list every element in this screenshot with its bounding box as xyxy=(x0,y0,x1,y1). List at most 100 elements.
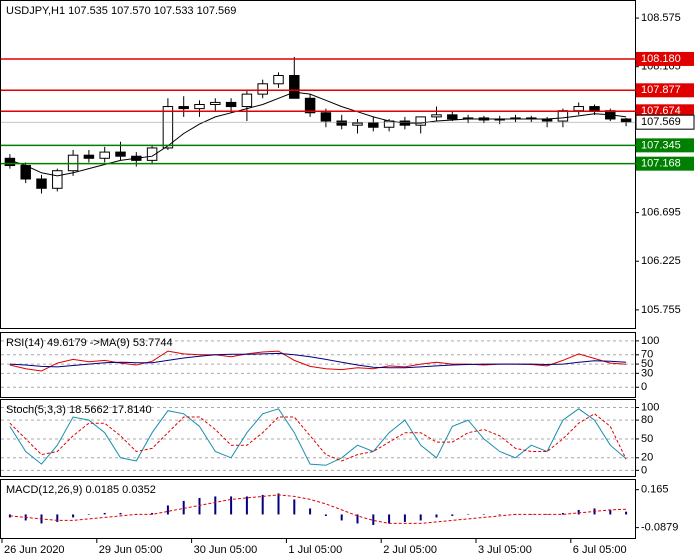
level-label: 108.180 xyxy=(641,53,681,65)
candle-body xyxy=(352,122,363,126)
macd-bar xyxy=(625,511,628,515)
candle-body xyxy=(620,118,632,123)
y-tick-label: 70 xyxy=(641,349,653,361)
candle-body xyxy=(146,147,158,161)
candle-body xyxy=(115,151,126,157)
y-tick-label: 0 xyxy=(641,464,647,476)
macd-bar xyxy=(277,493,280,515)
macd-bar xyxy=(230,496,233,515)
macd-bar xyxy=(87,514,90,515)
level-label-box xyxy=(636,51,694,66)
y-tick-label: 100 xyxy=(641,335,659,347)
y-tick-label: 0 xyxy=(641,381,647,393)
y-tick-label: 0.165 xyxy=(641,484,669,496)
last-price-box xyxy=(635,114,695,130)
level-label-box xyxy=(636,138,694,153)
candle-body xyxy=(415,116,426,126)
macd-bar xyxy=(419,514,422,521)
y-tick-label: 50 xyxy=(641,358,653,370)
x-tick-label: 2 Jul 05:00 xyxy=(383,544,437,556)
level-label-box xyxy=(636,156,694,171)
candle-body xyxy=(225,101,237,108)
candle-body xyxy=(431,114,442,118)
y-tick-label: 30 xyxy=(641,367,653,379)
panel-title: USDJPY,H1 107.535 107.570 107.533 107.56… xyxy=(6,5,236,17)
rsi-panel-frame xyxy=(0,332,636,398)
indicator-line xyxy=(9,352,627,369)
panel-title: Stoch(5,3,3) 18.5662 17.8140 xyxy=(6,404,152,416)
macd-bar xyxy=(245,496,248,515)
x-tick-label: 3 Jul 05:00 xyxy=(478,544,532,556)
candle-body xyxy=(162,106,174,149)
candle-body xyxy=(304,97,316,114)
macd-bar xyxy=(182,500,185,515)
x-tick-label: 6 Jul 05:00 xyxy=(573,544,627,556)
macd-bar xyxy=(577,509,580,515)
macd-bar xyxy=(166,505,169,515)
moving-average xyxy=(9,91,627,177)
y-tick-label: -0.0879 xyxy=(641,522,678,534)
y-tick-label: 50 xyxy=(641,433,653,445)
candle-body xyxy=(241,93,253,108)
stoch-panel-frame xyxy=(0,399,636,477)
candle-body xyxy=(273,75,284,85)
y-tick-label: 105.755 xyxy=(641,304,681,316)
candle-body xyxy=(573,106,584,112)
macd-bar xyxy=(372,514,375,525)
candle-body xyxy=(447,114,458,120)
signal-line xyxy=(9,494,627,524)
candle-body xyxy=(336,120,347,126)
y-tick-label: 106.225 xyxy=(641,255,681,267)
panel-title: RSI(14) 49.6179 ->MA(9) 53.7744 xyxy=(6,337,173,349)
macd-bar xyxy=(609,509,612,515)
main-panel-frame xyxy=(0,0,636,329)
y-tick-label: 106.695 xyxy=(641,207,681,219)
macd-bar xyxy=(340,514,343,521)
x-tick-label: 1 Jul 05:00 xyxy=(288,544,342,556)
macd-bar xyxy=(530,514,533,515)
candle-body xyxy=(99,151,110,159)
candle-body xyxy=(194,103,205,110)
macd-bar xyxy=(309,508,312,515)
macd-bar xyxy=(356,514,359,524)
macd-bar xyxy=(561,512,564,515)
candle-body xyxy=(557,110,569,122)
last-price-label: 107.569 xyxy=(641,116,681,128)
indicator-line xyxy=(9,413,627,462)
x-tick-label: 30 Jun 05:00 xyxy=(194,544,258,556)
macd-bar xyxy=(198,497,201,515)
level-label: 107.877 xyxy=(641,84,681,96)
candle-body xyxy=(178,106,189,110)
macd-bar xyxy=(451,514,454,516)
candle-body xyxy=(52,170,63,189)
candle-body xyxy=(320,112,332,122)
macd-bar xyxy=(119,512,122,515)
y-tick-label: 100 xyxy=(641,401,659,413)
macd-bar xyxy=(482,514,485,515)
level-label: 107.168 xyxy=(641,158,681,170)
candle-body xyxy=(289,75,300,99)
macd-bar xyxy=(403,514,406,522)
candle-body xyxy=(368,122,379,128)
macd-bar xyxy=(435,514,438,518)
macd-bar xyxy=(324,514,327,516)
level-label: 107.674 xyxy=(641,105,681,117)
macd-bar xyxy=(72,514,75,518)
y-tick-label: 20 xyxy=(641,452,653,464)
level-label: 107.345 xyxy=(641,139,681,151)
macd-bar xyxy=(498,514,501,515)
candle-body xyxy=(257,83,268,95)
macd-bar xyxy=(56,514,59,522)
x-tick-label: 26 Jun 2020 xyxy=(4,544,65,556)
macd-bar xyxy=(214,496,217,515)
macd-bar xyxy=(546,514,549,515)
candle-body xyxy=(210,101,221,105)
y-tick-label: 80 xyxy=(641,414,653,426)
level-label-box xyxy=(636,83,694,98)
macd-bar xyxy=(388,514,391,524)
candle-body xyxy=(36,178,47,189)
macd-bar xyxy=(103,512,106,515)
candle-body xyxy=(589,106,600,112)
indicator-line xyxy=(9,350,627,372)
